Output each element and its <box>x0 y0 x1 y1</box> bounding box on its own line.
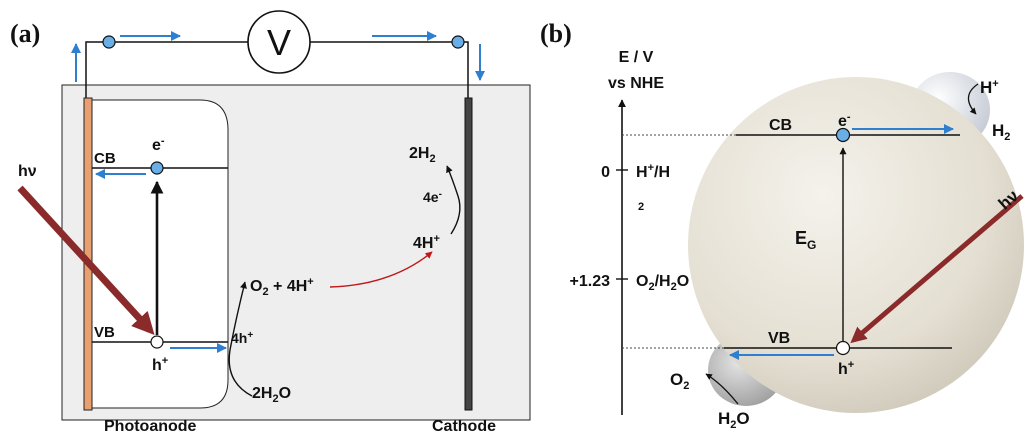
hole-particle-a <box>150 335 164 349</box>
panel-a: (a) V CB VB e- h+ <box>10 10 531 433</box>
panel-a-label: (a) <box>10 19 40 48</box>
vb-label-a: VB <box>94 324 115 341</box>
voltmeter-symbol: V <box>267 22 291 63</box>
water-label-b: H2O <box>718 409 750 431</box>
hole-label-b: h+ <box>838 359 854 378</box>
tick-zero-label: 0 <box>601 164 610 181</box>
four-electrons-label: 4e- <box>423 189 442 205</box>
h2-redox-couple-subscript: 2 <box>638 201 644 213</box>
water-label-a: 2H2O <box>252 385 291 405</box>
water-oxidation-arrow <box>228 281 253 397</box>
wire-node-left <box>102 35 116 49</box>
cathode-electrode <box>464 97 473 411</box>
axis-title-line2: vs NHE <box>608 75 664 92</box>
electron-particle-a <box>150 161 164 175</box>
band-gap-label: EG <box>795 228 816 252</box>
hole-label-a: h+ <box>152 355 168 374</box>
electron-label-b: e- <box>838 111 851 130</box>
light-label-a: hν <box>18 163 37 180</box>
panel-b-label: (b) <box>540 19 572 48</box>
voltmeter <box>247 10 311 74</box>
oxygen-label-b: O2 <box>670 370 689 392</box>
cb-label-a: CB <box>94 150 116 167</box>
tick-123-label: +1.23 <box>570 273 611 290</box>
external-wire-right <box>310 41 469 100</box>
protons-label: 4H+ <box>413 233 440 252</box>
water-oxidation-arrow-b <box>705 373 739 405</box>
proton-migration-arrow <box>329 251 433 288</box>
hydrogen-label-a: 2H2 <box>409 145 436 165</box>
hole-particle-b <box>835 340 851 356</box>
photoanode-label: Photoanode <box>104 418 197 433</box>
photoanode-electrode <box>83 97 93 411</box>
incident-light-arrow-b <box>850 194 1024 344</box>
incident-light-arrow-a <box>17 185 155 335</box>
panel-b: (b) E / V vs NHE 0 +1.23 H+/H 2 O2/H2O C… <box>540 19 1024 431</box>
external-wire-left <box>85 41 248 100</box>
proton-label-b: H+ <box>980 78 999 97</box>
wire-node-right <box>451 35 465 49</box>
proton-reduction-arrow <box>446 165 461 235</box>
o2-redox-couple: O2/H2O <box>636 273 689 293</box>
electron-label-a: e- <box>152 135 165 154</box>
proton-reduction-arrow-b <box>967 83 979 115</box>
cathode-label: Cathode <box>432 418 496 433</box>
oxygen-products-label: O2 + 4H+ <box>250 276 314 298</box>
semiconductor-region <box>91 99 229 409</box>
electron-particle-b <box>835 127 851 143</box>
cb-label-b: CB <box>769 117 792 134</box>
semiconductor-particle <box>688 77 1024 413</box>
axis-title-line1: E / V <box>619 49 654 66</box>
holes-count-label: 4h+ <box>231 330 253 346</box>
h2-redox-couple: H+/H <box>636 162 670 181</box>
hydrogen-label-b: H2 <box>992 121 1010 143</box>
vb-label-b: VB <box>768 330 790 347</box>
